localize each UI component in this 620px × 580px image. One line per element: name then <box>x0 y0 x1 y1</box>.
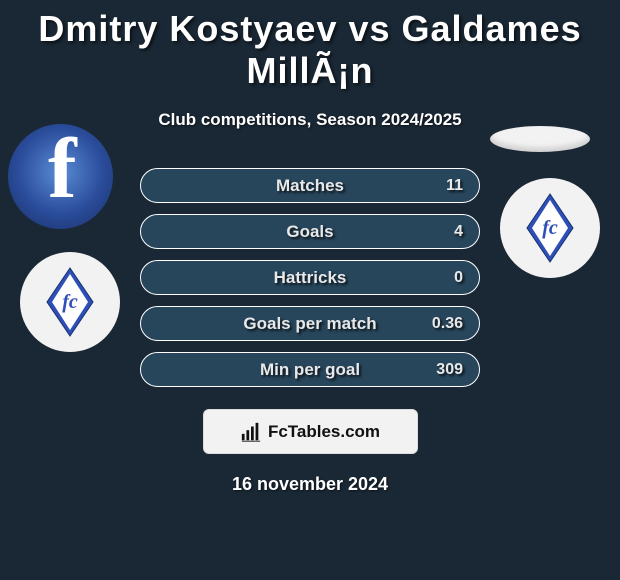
brand-label: FcTables.com <box>268 422 380 442</box>
page-title: Dmitry Kostyaev vs Galdames MillÃ¡n <box>0 0 620 92</box>
svg-text:fc: fc <box>542 217 558 239</box>
stat-value: 309 <box>436 361 463 379</box>
svg-text:fc: fc <box>62 291 78 313</box>
stat-value: 0 <box>454 269 463 287</box>
stat-label: Goals per match <box>243 314 376 334</box>
player-avatar-right-placeholder <box>490 126 590 152</box>
stat-label: Hattricks <box>274 268 347 288</box>
stat-value: 0.36 <box>432 315 463 333</box>
stat-value: 4 <box>454 223 463 241</box>
stat-label: Matches <box>276 176 344 196</box>
diamond-club-icon: fc <box>525 192 575 264</box>
date-text: 16 november 2024 <box>0 474 620 495</box>
stat-row: Goals per match 0.36 <box>140 306 480 341</box>
brand-badge[interactable]: FcTables.com <box>203 409 418 454</box>
stat-label: Min per goal <box>260 360 360 380</box>
club-logo-right: fc <box>500 178 600 278</box>
stat-value: 11 <box>446 177 463 195</box>
stat-row: Hattricks 0 <box>140 260 480 295</box>
bar-chart-icon <box>240 421 262 443</box>
club-logo-left: fc <box>20 252 120 352</box>
stat-row: Goals 4 <box>140 214 480 249</box>
diamond-club-icon: fc <box>45 266 95 338</box>
stat-label: Goals <box>286 222 333 242</box>
stat-row: Min per goal 309 <box>140 352 480 387</box>
stat-row: Matches 11 <box>140 168 480 203</box>
player-avatar-left <box>8 124 113 229</box>
